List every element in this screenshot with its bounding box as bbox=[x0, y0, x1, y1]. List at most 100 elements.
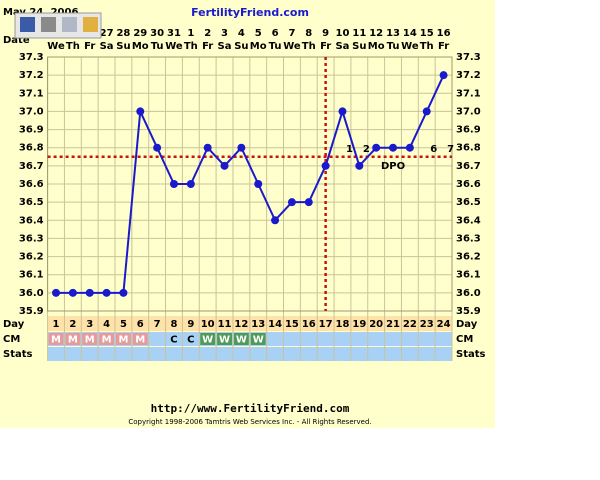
cm-label: M bbox=[118, 335, 128, 346]
day-label: 20 bbox=[369, 319, 383, 330]
y-tick-label-right: 36.2 bbox=[456, 252, 481, 263]
cm-cell bbox=[166, 333, 182, 345]
date-label: 8 bbox=[305, 28, 312, 39]
cm-label: M bbox=[135, 335, 145, 346]
cm-cell bbox=[99, 333, 114, 345]
day-label: 5 bbox=[120, 319, 127, 330]
day-label: 23 bbox=[420, 319, 434, 330]
y-tick-label: 36.5 bbox=[19, 197, 44, 208]
temp-point bbox=[102, 288, 111, 297]
weekday-label: Fr bbox=[438, 41, 449, 52]
temp-point bbox=[389, 143, 398, 152]
temp-point bbox=[254, 180, 263, 188]
temp-point bbox=[355, 161, 364, 170]
y-tick-label-right: 36.0 bbox=[456, 288, 481, 299]
weekday-label: Th bbox=[302, 41, 316, 52]
temp-point bbox=[220, 161, 229, 170]
date-label: 12 bbox=[369, 28, 383, 39]
date-label: 7 bbox=[288, 28, 295, 39]
y-tick-label-right: 36.8 bbox=[456, 143, 481, 154]
cm-label: W bbox=[219, 335, 230, 346]
day-label: 7 bbox=[154, 319, 161, 330]
y-tick-label-right: 36.9 bbox=[456, 125, 481, 136]
date-label: 28 bbox=[116, 28, 130, 39]
day-label: 10 bbox=[201, 319, 215, 330]
folder-icon[interactable] bbox=[83, 17, 98, 32]
weekday-label: Tu bbox=[269, 41, 282, 52]
y-tick-label: 36.9 bbox=[19, 125, 44, 136]
cm-cell bbox=[132, 333, 148, 345]
email-icon[interactable] bbox=[62, 17, 77, 32]
date-label: 16 bbox=[437, 28, 451, 39]
day-label: 19 bbox=[352, 319, 366, 330]
day-label: 4 bbox=[103, 319, 110, 330]
y-tick-label-right: 35.9 bbox=[456, 306, 481, 317]
y-tick-label-right: 36.1 bbox=[456, 270, 481, 281]
temp-point bbox=[304, 198, 313, 207]
weekday-label: Th bbox=[184, 41, 198, 52]
weekday-label: Fr bbox=[320, 41, 331, 52]
day-label: 16 bbox=[302, 319, 316, 330]
temp-point bbox=[68, 288, 77, 297]
date-label: 31 bbox=[167, 28, 181, 39]
print-icon[interactable] bbox=[41, 17, 56, 32]
temp-point bbox=[186, 180, 195, 188]
weekday-label: Su bbox=[234, 41, 248, 52]
cm-cell bbox=[82, 333, 98, 345]
date-label: 9 bbox=[322, 28, 329, 39]
day-label: 15 bbox=[285, 319, 299, 330]
cm-label: C bbox=[187, 335, 194, 346]
temp-point bbox=[169, 180, 178, 188]
day-row-label-right: Day bbox=[456, 319, 478, 330]
weekday-label: Mo bbox=[368, 41, 385, 52]
day-label: 2 bbox=[69, 319, 76, 330]
weekday-label: Sa bbox=[100, 41, 114, 52]
temp-point bbox=[422, 107, 431, 116]
cm-label: C bbox=[170, 335, 177, 346]
date-label: 10 bbox=[336, 28, 350, 39]
date-label: 3 bbox=[221, 28, 228, 39]
stats-row-label-right: Stats bbox=[456, 349, 486, 360]
weekday-label: Su bbox=[116, 41, 130, 52]
day-label: 9 bbox=[187, 319, 194, 330]
day-label: 21 bbox=[386, 319, 400, 330]
temp-point bbox=[52, 288, 61, 297]
cm-cell bbox=[233, 333, 249, 345]
cm-label: M bbox=[51, 335, 61, 346]
temp-point bbox=[338, 107, 347, 116]
cm-label: W bbox=[202, 335, 213, 346]
cm-row-label-right: CM bbox=[456, 334, 473, 345]
y-tick-label-right: 37.3 bbox=[456, 52, 481, 63]
temp-point bbox=[153, 143, 162, 152]
cm-cell bbox=[48, 333, 64, 345]
day-label: 6 bbox=[137, 319, 144, 330]
y-tick-label: 36.3 bbox=[19, 233, 44, 244]
dpo-label: 1 bbox=[346, 144, 353, 155]
cm-cell bbox=[200, 333, 216, 345]
dpo-label: 2 bbox=[363, 144, 370, 155]
save-icon[interactable] bbox=[20, 17, 35, 32]
temp-point bbox=[136, 107, 145, 116]
weekday-label: Fr bbox=[202, 41, 213, 52]
temp-point bbox=[237, 143, 246, 152]
date-label: 27 bbox=[100, 28, 114, 39]
day-label: 12 bbox=[234, 319, 248, 330]
date-label: 6 bbox=[272, 28, 279, 39]
date-label: 13 bbox=[386, 28, 400, 39]
cm-cell bbox=[65, 333, 81, 345]
cm-label: M bbox=[85, 335, 95, 346]
temp-point bbox=[321, 161, 330, 170]
day-label: 13 bbox=[251, 319, 265, 330]
day-label: 17 bbox=[319, 319, 333, 330]
y-tick-label: 37.0 bbox=[19, 106, 44, 117]
y-tick-label-right: 36.3 bbox=[456, 233, 481, 244]
dpo-label: 6 bbox=[430, 144, 437, 155]
day-label: 14 bbox=[268, 319, 282, 330]
y-tick-label: 36.8 bbox=[19, 143, 44, 154]
date-row-label: Date bbox=[3, 35, 30, 46]
weekday-label: Fr bbox=[84, 41, 95, 52]
weekday-label: We bbox=[47, 41, 65, 52]
temp-point bbox=[271, 216, 280, 225]
day-label: 11 bbox=[218, 319, 232, 330]
cm-cell bbox=[116, 333, 131, 345]
